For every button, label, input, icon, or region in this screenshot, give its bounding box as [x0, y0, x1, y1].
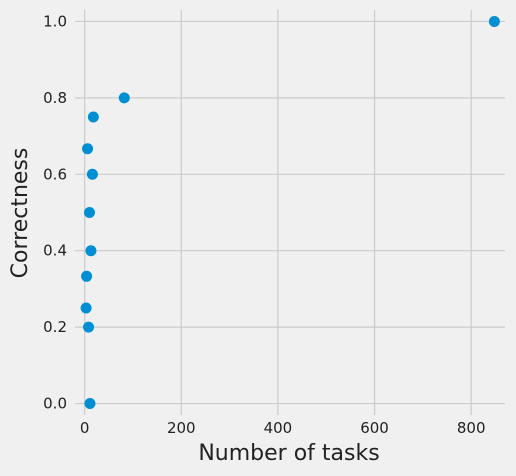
data-point [81, 270, 93, 282]
x-tick-label: 0 [80, 419, 90, 437]
grid-lines [75, 10, 505, 415]
y-tick-label: 0.2 [43, 318, 67, 336]
x-tick-label: 200 [167, 419, 196, 437]
y-tick-label: 0.4 [43, 242, 67, 260]
y-axis-title: Correctness [8, 148, 33, 279]
y-tick-label: 1.0 [43, 12, 67, 30]
data-point [84, 398, 96, 410]
data-point [85, 245, 97, 257]
data-point [87, 111, 99, 123]
x-tick-label: 400 [264, 419, 293, 437]
x-tick-label: 600 [360, 419, 389, 437]
data-point [86, 168, 98, 180]
data-point [118, 92, 130, 104]
y-tick-label: 0.6 [43, 165, 67, 183]
x-tick-labels: 0 200 400 600 800 [80, 419, 486, 437]
data-point [83, 207, 95, 218]
x-tick-label: 800 [457, 419, 486, 437]
y-tick-label: 0.0 [43, 395, 67, 413]
y-tick-label: 0.8 [43, 89, 67, 107]
data-points [80, 15, 500, 410]
data-point [80, 302, 92, 314]
data-point [488, 15, 500, 27]
data-point [83, 321, 95, 333]
data-point [82, 143, 94, 155]
y-tick-labels: 0.0 0.2 0.4 0.6 0.8 1.0 [43, 12, 67, 412]
x-axis-title: Number of tasks [198, 441, 379, 466]
